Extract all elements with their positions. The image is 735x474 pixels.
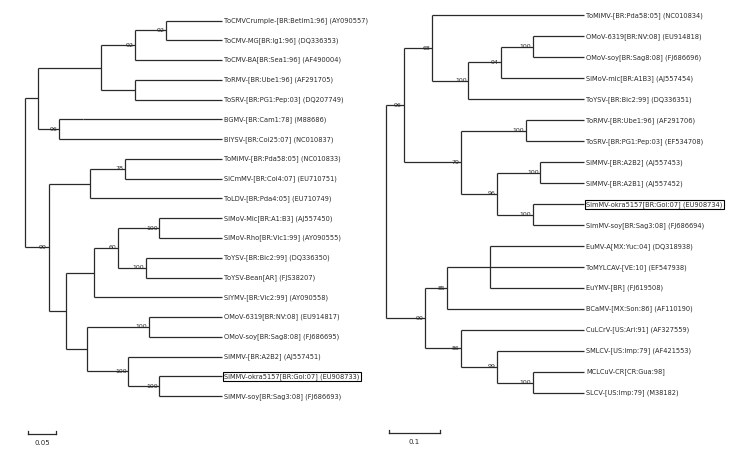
- Text: 86: 86: [451, 346, 459, 351]
- Text: EuMV-A[MX:Yuc:04] (DQ318938): EuMV-A[MX:Yuc:04] (DQ318938): [587, 243, 693, 249]
- Text: 92: 92: [157, 28, 165, 33]
- Text: SiMoV-Mic[BR:A1:B3] (AJ557450): SiMoV-Mic[BR:A1:B3] (AJ557450): [224, 215, 333, 222]
- Text: BGMV-[BR:Cam1:78] (M88686): BGMV-[BR:Cam1:78] (M88686): [224, 116, 326, 123]
- Text: 100: 100: [520, 212, 531, 217]
- Text: OMoV-6319[BR:NV:08] (EU914817): OMoV-6319[BR:NV:08] (EU914817): [224, 314, 340, 320]
- Text: 100: 100: [527, 170, 539, 175]
- Text: 100: 100: [146, 384, 157, 389]
- Text: OMoV-soy[BR:Sag8:08] (FJ686696): OMoV-soy[BR:Sag8:08] (FJ686696): [587, 54, 702, 61]
- Text: ToMiMV-[BR:Pda58:05] (NC010834): ToMiMV-[BR:Pda58:05] (NC010834): [587, 12, 703, 18]
- Text: 92: 92: [126, 43, 134, 48]
- Text: 70: 70: [451, 160, 459, 164]
- Text: 100: 100: [520, 44, 531, 49]
- Text: ToYSV-[BR:Bic2:99] (DQ336350): ToYSV-[BR:Bic2:99] (DQ336350): [224, 255, 330, 261]
- Text: 78: 78: [115, 166, 123, 171]
- Text: 85: 85: [437, 286, 445, 291]
- Text: ToCMV-MG[BR:Ig1:96] (DQ336353): ToCMV-MG[BR:Ig1:96] (DQ336353): [224, 37, 339, 44]
- Text: 96: 96: [487, 191, 495, 196]
- Text: 100: 100: [455, 78, 467, 83]
- Text: ToRMV-[BR:Ube1:96] (AF291706): ToRMV-[BR:Ube1:96] (AF291706): [587, 117, 695, 124]
- Text: MCLCuV-CR[CR:Gua:98]: MCLCuV-CR[CR:Gua:98]: [587, 369, 665, 375]
- Text: CuLCrV-[US:Ari:91] (AF327559): CuLCrV-[US:Ari:91] (AF327559): [587, 327, 689, 334]
- Text: ToYSV-[BR:Bic2:99] (DQ336351): ToYSV-[BR:Bic2:99] (DQ336351): [587, 96, 692, 102]
- Text: SMLCV-[US:Imp:79] (AF421553): SMLCV-[US:Imp:79] (AF421553): [587, 348, 692, 355]
- Text: SLCV-[US:Imp:79] (M38182): SLCV-[US:Imp:79] (M38182): [587, 390, 679, 396]
- Text: ToSRV-[BR:PG1:Pep:03] (EF534708): ToSRV-[BR:PG1:Pep:03] (EF534708): [587, 138, 703, 145]
- Text: SiMMV-soy[BR:Sag3:08] (FJ686693): SiMMV-soy[BR:Sag3:08] (FJ686693): [224, 393, 342, 400]
- Text: 90: 90: [415, 316, 423, 321]
- Text: SimMV-soy[BR:Sag3:08] (FJ686694): SimMV-soy[BR:Sag3:08] (FJ686694): [587, 222, 705, 228]
- Text: SiMMV-[BR:A2B2] (AJ557453): SiMMV-[BR:A2B2] (AJ557453): [587, 159, 684, 165]
- Text: ToMYLCAV-[VE:10] (EF547938): ToMYLCAV-[VE:10] (EF547938): [587, 264, 687, 271]
- Text: OMoV-6319[BR:NV:08] (EU914818): OMoV-6319[BR:NV:08] (EU914818): [587, 33, 702, 40]
- Text: ToMiMV-[BR:Pda58:05] (NC010833): ToMiMV-[BR:Pda58:05] (NC010833): [224, 155, 341, 162]
- Text: 100: 100: [520, 380, 531, 385]
- Text: 96: 96: [394, 102, 402, 108]
- Text: ToCMV-BA[BR:Sea1:96] (AF490004): ToCMV-BA[BR:Sea1:96] (AF490004): [224, 57, 342, 64]
- Text: 96: 96: [49, 127, 57, 132]
- Text: 68: 68: [423, 46, 431, 51]
- Text: SiMoV-mic[BR:A1B3] (AJ557454): SiMoV-mic[BR:A1B3] (AJ557454): [587, 75, 694, 82]
- Text: ToCMVCrumple-[BR:Betim1:96] (AY090557): ToCMVCrumple-[BR:Betim1:96] (AY090557): [224, 17, 368, 24]
- Text: 100: 100: [115, 369, 126, 374]
- Text: 100: 100: [146, 226, 157, 231]
- Text: 0.05: 0.05: [34, 439, 50, 446]
- Text: ToLDV-[BR:Pda4:05] (EU710749): ToLDV-[BR:Pda4:05] (EU710749): [224, 195, 331, 202]
- Text: 100: 100: [512, 128, 524, 133]
- Text: 99: 99: [39, 245, 47, 250]
- Text: ToRMV-[BR:Ube1:96] (AF291705): ToRMV-[BR:Ube1:96] (AF291705): [224, 76, 334, 83]
- Text: 60: 60: [109, 246, 116, 250]
- Text: 99: 99: [487, 365, 495, 369]
- Text: SiCmMV-[BR:Coi4:07] (EU710751): SiCmMV-[BR:Coi4:07] (EU710751): [224, 175, 337, 182]
- Text: SiMoV-Rho[BR:Vic1:99] (AY090555): SiMoV-Rho[BR:Vic1:99] (AY090555): [224, 235, 341, 241]
- Text: SiMMV-[BR:A2B1] (AJ557452): SiMMV-[BR:A2B1] (AJ557452): [587, 180, 684, 187]
- Text: OMoV-soy[BR:Sag8:08] (FJ686695): OMoV-soy[BR:Sag8:08] (FJ686695): [224, 334, 340, 340]
- Text: SiYMV-[BR:Vic2:99] (AY090558): SiYMV-[BR:Vic2:99] (AY090558): [224, 294, 329, 301]
- Text: ToYSV-Bean[AR] (FJS38207): ToYSV-Bean[AR] (FJS38207): [224, 274, 315, 281]
- Text: SiMMV-[BR:A2B2] (AJ557451): SiMMV-[BR:A2B2] (AJ557451): [224, 353, 321, 360]
- Text: 100: 100: [132, 265, 144, 270]
- Text: SiMMV-okra5157[BR:Goi:07] (EU908733): SiMMV-okra5157[BR:Goi:07] (EU908733): [224, 373, 359, 380]
- Text: ToSRV-[BR:PG1:Pep:03] (DQ207749): ToSRV-[BR:PG1:Pep:03] (DQ207749): [224, 96, 344, 103]
- Text: 94: 94: [491, 60, 499, 65]
- Text: 100: 100: [136, 325, 147, 329]
- Text: BCaMV-[MX:Son:86] (AF110190): BCaMV-[MX:Son:86] (AF110190): [587, 306, 693, 312]
- Text: 0.1: 0.1: [409, 439, 420, 445]
- Text: SimMV-okra5157[BR:Goi:07] (EU908734): SimMV-okra5157[BR:Goi:07] (EU908734): [587, 201, 723, 208]
- Text: BlYSV-[BR:Coi25:07] (NC010837): BlYSV-[BR:Coi25:07] (NC010837): [224, 136, 334, 143]
- Text: EuYMV-[BR] (FJ619508): EuYMV-[BR] (FJ619508): [587, 285, 664, 292]
